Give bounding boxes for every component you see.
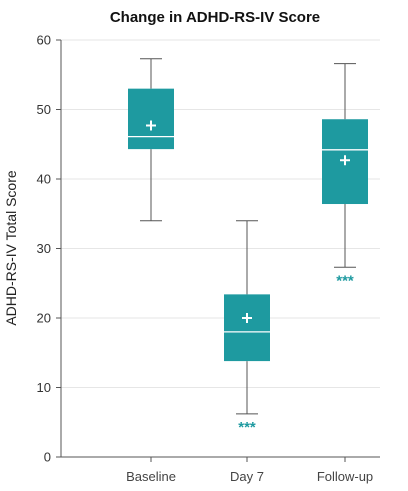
y-axis-label: ADHD-RS-IV Total Score — [3, 170, 19, 326]
y-tick-label: 50 — [37, 102, 51, 117]
box-3: *** — [322, 63, 368, 289]
boxes: *** *** — [128, 58, 368, 436]
significance-marker: *** — [238, 419, 256, 436]
y-tick-label: 30 — [37, 241, 51, 256]
x-tick-label: Baseline — [126, 469, 176, 484]
gridlines — [61, 39, 380, 388]
x-tick-label: Follow-up — [317, 469, 373, 484]
chart-title: Change in ADHD-RS-IV Score — [110, 9, 320, 26]
x-tick-label: Day 7 — [230, 469, 264, 484]
y-tick-label: 10 — [37, 380, 51, 395]
y-ticks: 0 10 20 30 40 50 60 — [37, 33, 61, 465]
y-tick-label: 60 — [37, 33, 51, 48]
box-iqr — [128, 88, 174, 150]
y-tick-label: 0 — [44, 450, 51, 465]
y-tick-label: 20 — [37, 311, 51, 326]
significance-marker: *** — [336, 272, 354, 289]
box-1 — [128, 58, 174, 222]
box-2: *** — [224, 220, 270, 436]
x-tick-labels: Baseline Day 7 Follow-up — [126, 457, 373, 484]
box-iqr — [224, 294, 270, 362]
y-tick-label: 40 — [37, 172, 51, 187]
